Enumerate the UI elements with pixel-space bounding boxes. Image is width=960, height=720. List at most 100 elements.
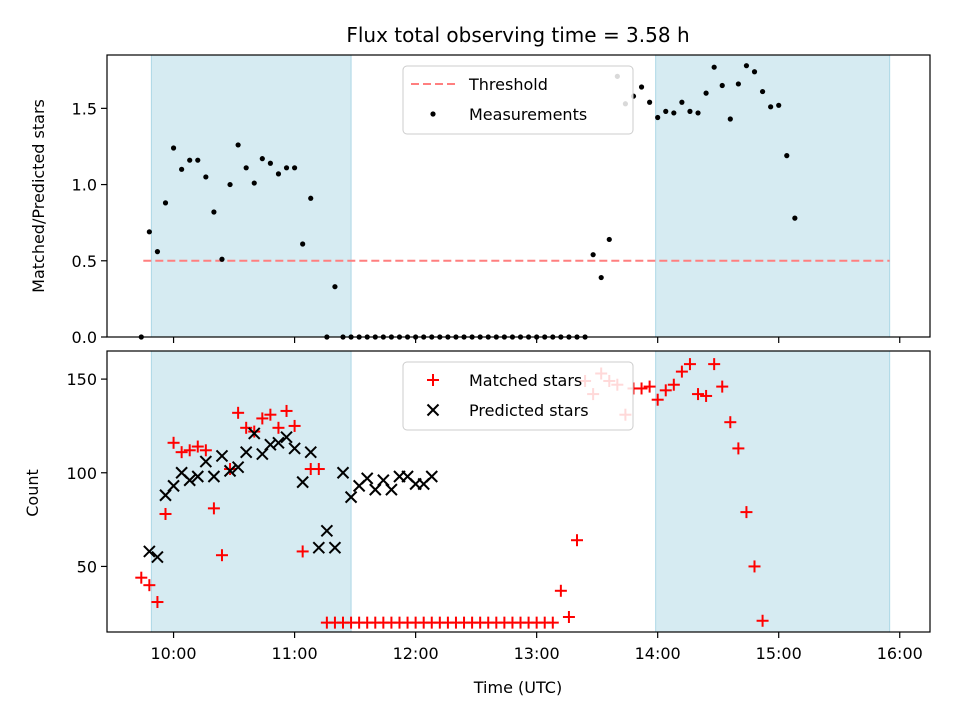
predicted-point [296, 475, 309, 489]
matched-point [280, 404, 293, 417]
matched-point [675, 365, 688, 378]
measurement-point [663, 108, 669, 114]
measurement-point [170, 145, 177, 151]
measurement-point [671, 110, 677, 116]
predicted-point [231, 460, 245, 474]
predicted-point-b [207, 470, 221, 483]
y-tick-label: 50 [77, 557, 97, 576]
measurement-point [695, 110, 701, 116]
matched-point [667, 378, 680, 391]
legend: Threshold Measurements [402, 65, 634, 135]
measurement-point [251, 180, 257, 186]
y-tick-label: 1.0 [72, 176, 97, 195]
predicted-point [223, 464, 237, 478]
y-tick-label: 0.0 [72, 328, 97, 347]
panel-1: 0.0 0.5 1.0 1.5 Threshold Measurements [72, 54, 931, 347]
x-tick-label: 14:00 [635, 644, 681, 663]
y-tick-label: 100 [66, 464, 97, 483]
matched-point [756, 614, 769, 627]
legend-label: Predicted stars [469, 401, 589, 420]
shaded-interval-2 [655, 55, 891, 337]
measurement-point [219, 256, 225, 262]
y-tick-label: 0.5 [72, 252, 97, 271]
matched-point [224, 463, 237, 476]
series-measurements [138, 63, 798, 340]
measurement-point [647, 99, 653, 105]
predicted-point [320, 524, 334, 538]
predicted-point-b [385, 483, 398, 496]
predicted-point-b [199, 455, 213, 468]
predicted-point-b [151, 550, 164, 564]
matched-point [272, 421, 285, 434]
predicted-point [304, 445, 317, 459]
predicted-point-b [328, 541, 342, 554]
matched-point [215, 549, 228, 562]
measurement-point [243, 165, 249, 171]
matched-point [207, 502, 220, 515]
x-axis-label: Time (UTC) [473, 678, 562, 697]
predicted-point [272, 436, 285, 450]
shaded-interval-1 [150, 55, 352, 337]
x-tick-label: 11:00 [272, 644, 318, 663]
measurement-point [655, 114, 661, 121]
measurement-point [162, 200, 169, 206]
measurement-point [227, 181, 233, 188]
matched-point [635, 382, 648, 395]
measurement-point [784, 153, 790, 159]
predicted-point-b [304, 445, 317, 459]
measurement-point [154, 249, 161, 255]
predicted-point-b [248, 427, 261, 440]
measurement-point [735, 81, 741, 87]
matched-point [312, 463, 325, 476]
matched-point [296, 545, 309, 558]
legend-label: Matched stars [469, 371, 582, 390]
panel-frame [106, 54, 931, 338]
shaded-interval-1 [150, 351, 352, 632]
matched-point [748, 560, 761, 573]
predicted-point [248, 427, 261, 440]
predicted-point-b [425, 470, 438, 483]
measurement-point [687, 108, 693, 114]
legend-box [402, 361, 634, 431]
predicted-point-b [264, 438, 277, 451]
legend-measurement-swatch [430, 111, 436, 117]
predicted-point-b [377, 474, 390, 487]
predicted-point-b [361, 472, 374, 485]
x-tick-label: 10:00 [151, 644, 197, 663]
series-matched-stars [135, 358, 769, 629]
y-tick-label: 150 [66, 370, 97, 389]
matched-point [175, 446, 188, 459]
measurement-point [146, 229, 152, 235]
predicted-point [199, 455, 213, 468]
panel-2: 50 100 150 10:00 11:00 12:00 13:00 14:00 15:00 16… [66, 350, 931, 663]
predicted-point-b [167, 479, 180, 493]
measurement-point [711, 64, 717, 70]
measurement-point [291, 165, 298, 171]
predicted-point-b [272, 436, 285, 450]
matched-point [199, 444, 212, 457]
predicted-point-b [223, 464, 237, 478]
measurement-point [259, 156, 265, 162]
predicted-point-b [239, 445, 253, 459]
measurement-point [300, 241, 306, 247]
measurement-point [768, 104, 774, 110]
measurement-point [751, 69, 758, 75]
measurement-point [590, 252, 596, 258]
measurement-point [308, 195, 314, 201]
predicted-point [151, 550, 164, 564]
predicted-point [183, 474, 196, 487]
measurement-point [727, 116, 733, 122]
chart-title: Flux total observing time = 3.58 h [346, 23, 689, 47]
shaded-interval-2 [655, 351, 891, 632]
bottom-y-axis-label: Count [23, 469, 42, 517]
predicted-point-b [183, 474, 196, 487]
predicted-point [312, 541, 326, 554]
predicted-point [167, 479, 180, 493]
predicted-point-b [296, 475, 309, 489]
measurement-point [703, 90, 709, 96]
measurement-point [743, 63, 750, 69]
plot-layer: 0.0 0.5 1.0 1.5 Threshold Measurements 50 100 15… [66, 54, 931, 663]
matched-point [240, 421, 253, 434]
predicted-point-b [344, 490, 358, 504]
